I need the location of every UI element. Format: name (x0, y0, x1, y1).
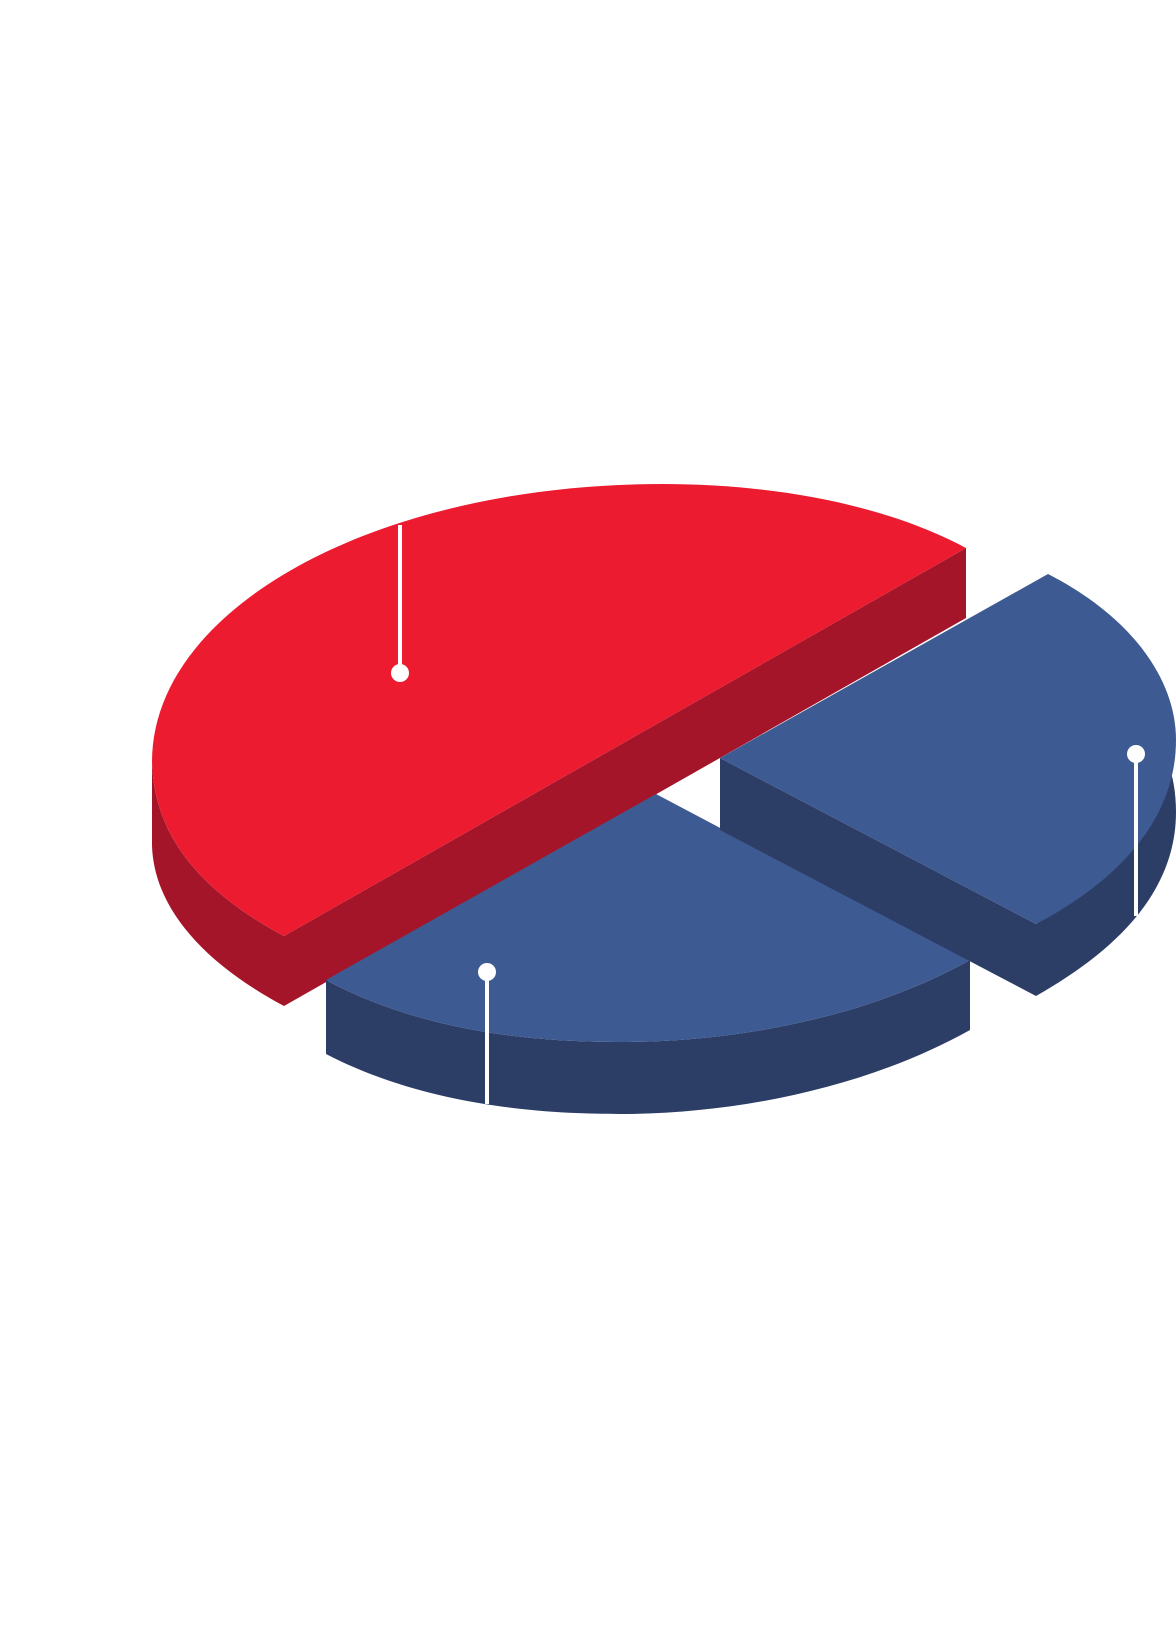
pie-slice-1-side (152, 548, 966, 1006)
pie-slice-1 (152, 484, 966, 1006)
pie-slice-1-leader (391, 525, 409, 682)
pie-slice-2 (326, 794, 970, 1114)
pie-slice-1-top (152, 484, 966, 936)
pie-slice-3 (720, 574, 1176, 996)
pie-slice-3-top (720, 574, 1176, 924)
pie-slice-3-leader (1127, 745, 1145, 916)
pie-slice-3-side (720, 758, 1176, 996)
pie-slice-2-leader (478, 963, 496, 1104)
